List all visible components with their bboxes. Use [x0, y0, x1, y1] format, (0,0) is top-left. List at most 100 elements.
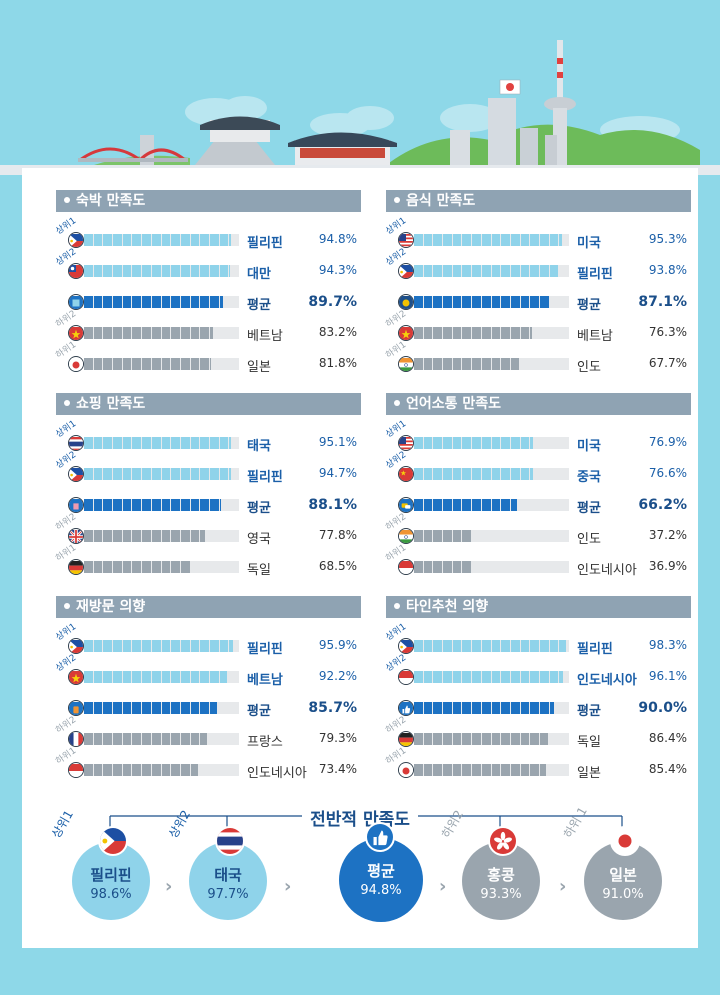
bar-segment [530, 265, 539, 277]
bar-segment [93, 327, 103, 339]
bar-segment [103, 234, 113, 246]
bar-segment [423, 234, 433, 246]
overall-name: 필리핀 [90, 866, 132, 884]
bar-segment [180, 702, 190, 714]
bar-segment [219, 640, 229, 652]
category-label: 필리핀 [577, 642, 613, 657]
bar-segment [122, 671, 132, 683]
bar-segment [122, 327, 132, 339]
bar-segment [530, 671, 539, 683]
bar-track [84, 764, 239, 776]
bar-segment [501, 437, 510, 449]
category-label: 인도네시아 [577, 673, 637, 688]
bar-track [84, 296, 239, 308]
bar-segment [510, 358, 519, 370]
bar-segment [151, 265, 161, 277]
bar-segment [84, 296, 93, 308]
bar-segment [93, 437, 103, 449]
bar-segment [103, 468, 113, 480]
bar-track [414, 530, 569, 542]
bar-segment [142, 764, 151, 776]
philippines-flag-icon [398, 263, 414, 279]
value-label: 79.3% [318, 731, 357, 745]
bar-segment [151, 437, 161, 449]
bar-segment [462, 671, 472, 683]
category-label: 평균 [247, 501, 271, 516]
bar-segment [200, 702, 209, 714]
bar-segment [161, 234, 171, 246]
chevron-right-icon: › [165, 876, 173, 897]
bar-segment [530, 702, 539, 714]
bar-segment [414, 296, 423, 308]
section-title-text: 음식 만족도 [406, 193, 476, 209]
bar-segment [161, 733, 171, 745]
luggage-icon [68, 700, 84, 716]
bar-segment [452, 358, 462, 370]
category-label: 프랑스 [247, 735, 283, 750]
overall-circle: 홍콩 93.3% 하위2 [439, 808, 540, 920]
bar-row: 평균 66.2% [386, 495, 691, 517]
bar-segment [414, 671, 423, 683]
bar-row: 하위1 인도네시아 73.4% [54, 746, 361, 782]
overall-satisfaction: 전반적 만족도 필리핀 98.6% 상위1 태국 97.7% 상위2 평균 94.8% 홍콩 93… [22, 800, 698, 950]
bar-segment [151, 468, 161, 480]
bar-segment [209, 640, 219, 652]
category-label: 평균 [247, 704, 271, 719]
bar-segment [462, 640, 472, 652]
category-label: 일본 [577, 766, 601, 781]
bar-track [414, 702, 569, 714]
bar-segment [84, 561, 93, 573]
section-2: 쇼핑 만족도 상위1 태국 95.1% 상위2 필리핀 94.7% 평균 88.1% 하위2 영국 7… [54, 393, 361, 583]
chevron-right-icon: › [559, 876, 567, 897]
bar-segment [142, 468, 151, 480]
bar-segment [161, 437, 171, 449]
bar-segment [472, 764, 481, 776]
bar-row: 하위2 인도 37.2% [384, 512, 691, 548]
bar-segment [423, 468, 433, 480]
bar-segment [180, 733, 190, 745]
overall-circle: 일본 91.0% 하위 1 [561, 804, 662, 920]
bullet-dot [394, 400, 400, 406]
bar-track [84, 640, 239, 652]
bar-segment [501, 499, 510, 511]
bar-segment [161, 327, 171, 339]
bar-segment [433, 327, 443, 339]
bar-segment [132, 499, 142, 511]
thumbs-up-icon [365, 822, 395, 852]
usa-flag-icon [398, 435, 414, 451]
japan-flag-icon [610, 826, 640, 856]
bar-segment [93, 468, 103, 480]
value-label: 68.5% [318, 559, 357, 573]
bar-segment [452, 764, 462, 776]
bar-segment [122, 561, 132, 573]
bar-segment [151, 640, 161, 652]
bar-track [414, 561, 569, 573]
bar-segment [452, 265, 462, 277]
bar-segment [229, 640, 233, 652]
bar-segment [443, 733, 452, 745]
bar-segment [209, 671, 219, 683]
bar-segment [491, 358, 501, 370]
bar-segment [113, 671, 122, 683]
bar-segment [142, 561, 151, 573]
bar-segment [84, 671, 93, 683]
germany-flag-icon [68, 559, 84, 575]
category-label: 필리핀 [247, 470, 283, 485]
uk-flag-icon [68, 528, 84, 544]
bar-segment [190, 234, 200, 246]
bar-segment [491, 234, 501, 246]
bar-segment [539, 733, 548, 745]
bar-segment [132, 733, 142, 745]
bar-segment [414, 764, 423, 776]
bar-row: 상위1 필리핀 98.3% [384, 622, 691, 658]
overall-value: 97.7% [207, 887, 249, 902]
bar-segment [481, 468, 491, 480]
bar-segment [84, 437, 93, 449]
bar-segment [462, 530, 472, 542]
bar-segment [472, 499, 481, 511]
bar-segment [142, 702, 151, 714]
bar-row: 상위1 미국 76.9% [384, 419, 691, 455]
bar-segment [452, 640, 462, 652]
bar-track [84, 265, 239, 277]
bar-segment [93, 296, 103, 308]
